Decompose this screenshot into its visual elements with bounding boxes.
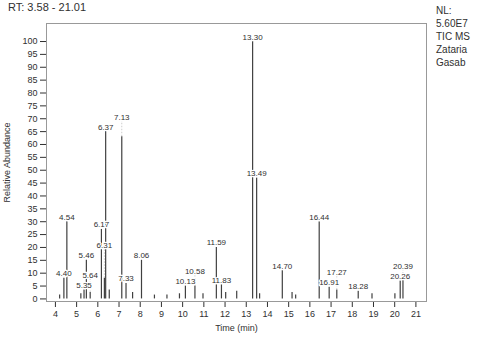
svg-text:17: 17 (326, 309, 336, 319)
svg-text:10: 10 (27, 268, 37, 278)
svg-text:11.59: 11.59 (207, 238, 227, 247)
svg-text:18: 18 (347, 309, 357, 319)
svg-text:8.06: 8.06 (134, 251, 150, 260)
svg-text:80: 80 (27, 88, 37, 98)
svg-text:9: 9 (159, 309, 164, 319)
svg-text:10: 10 (178, 309, 188, 319)
svg-text:15: 15 (27, 255, 37, 265)
svg-text:Time (min): Time (min) (215, 323, 258, 333)
svg-text:5.46: 5.46 (79, 251, 95, 260)
svg-text:4: 4 (53, 309, 58, 319)
svg-text:85: 85 (27, 75, 37, 85)
svg-text:21: 21 (411, 309, 421, 319)
svg-text:12: 12 (220, 309, 230, 319)
svg-text:10.58: 10.58 (185, 267, 206, 276)
svg-text:11: 11 (199, 309, 208, 319)
svg-text:60: 60 (27, 139, 37, 149)
svg-text:40: 40 (27, 191, 37, 201)
svg-text:4.40: 4.40 (56, 269, 72, 278)
svg-text:13.30: 13.30 (243, 33, 264, 42)
svg-text:20: 20 (390, 309, 400, 319)
svg-text:18.28: 18.28 (348, 282, 369, 291)
html-text:5.60E7: 5.60E7 (436, 18, 468, 29)
svg-text:7.13: 7.13 (114, 113, 130, 122)
svg-text:15: 15 (284, 309, 294, 319)
svg-text:8: 8 (138, 309, 143, 319)
svg-text:70: 70 (27, 114, 37, 124)
svg-text:5: 5 (74, 309, 79, 319)
svg-text:20.39: 20.39 (393, 262, 414, 271)
svg-text:6: 6 (95, 309, 100, 319)
svg-text:45: 45 (27, 178, 37, 188)
svg-text:6.31: 6.31 (97, 241, 113, 250)
svg-text:7: 7 (117, 309, 122, 319)
html-text:Zataria: Zataria (436, 44, 468, 55)
svg-text:5: 5 (32, 281, 37, 291)
html-text:NL:: NL: (436, 5, 452, 16)
svg-text:75: 75 (27, 101, 37, 111)
svg-text:17.27: 17.27 (327, 268, 348, 277)
svg-text:50: 50 (27, 165, 37, 175)
svg-text:14.70: 14.70 (272, 262, 293, 271)
svg-text:11.83: 11.83 (212, 276, 232, 285)
svg-text:20: 20 (27, 242, 37, 252)
svg-text:30: 30 (27, 217, 37, 227)
svg-text:0: 0 (32, 294, 37, 304)
svg-text:7.33: 7.33 (118, 274, 134, 283)
svg-text:35: 35 (27, 204, 37, 214)
svg-text:Relative Abundance: Relative Abundance (2, 122, 12, 202)
svg-text:5.64: 5.64 (82, 271, 98, 280)
svg-text:20.26: 20.26 (390, 272, 411, 281)
svg-text:4.54: 4.54 (59, 213, 75, 222)
svg-text:25: 25 (27, 229, 37, 239)
html-text:Gasab: Gasab (436, 57, 466, 68)
svg-text:16.91: 16.91 (319, 278, 340, 287)
svg-text:10.13: 10.13 (175, 277, 196, 286)
svg-text:14: 14 (262, 309, 272, 319)
svg-text:16: 16 (305, 309, 315, 319)
svg-text:6.17: 6.17 (94, 220, 110, 229)
svg-text:5.35: 5.35 (76, 281, 92, 290)
svg-text:55: 55 (27, 152, 37, 162)
svg-text:6.37: 6.37 (98, 123, 114, 132)
svg-text:16.44: 16.44 (309, 213, 330, 222)
svg-text:95: 95 (27, 49, 37, 59)
svg-text:13.49: 13.49 (247, 169, 268, 178)
svg-text:13: 13 (241, 309, 251, 319)
svg-text:19: 19 (368, 309, 378, 319)
svg-text:100: 100 (22, 36, 37, 46)
svg-text:90: 90 (27, 62, 37, 72)
html-text:RT: 3.58 - 21.01: RT: 3.58 - 21.01 (8, 1, 87, 13)
html-text:TIC MS: TIC MS (436, 31, 470, 42)
svg-text:65: 65 (27, 126, 37, 136)
